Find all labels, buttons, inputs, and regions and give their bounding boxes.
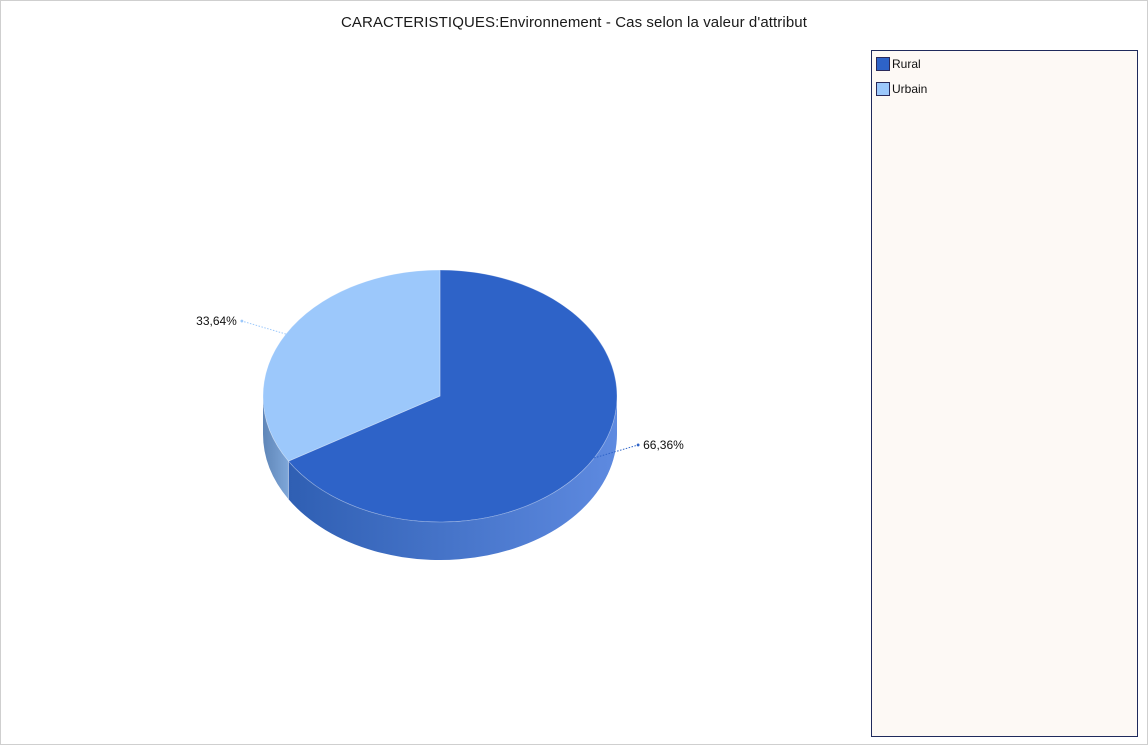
data-label-rural: 66,36% (643, 438, 684, 452)
legend-item-urbain: Urbain (876, 81, 927, 97)
pie-data-labels: 66,36% 33,64% (196, 314, 684, 459)
legend-swatch-urbain (876, 82, 890, 96)
legend-item-rural: Rural (876, 56, 921, 72)
pie-side-rural (288, 396, 617, 560)
leader-dot-urbain (240, 319, 244, 323)
leader-line-urbain (241, 320, 287, 335)
data-label-urbain: 33,64% (196, 314, 237, 328)
pie-slice-urbain (262, 269, 441, 462)
pie-slice-rural (287, 269, 618, 523)
pie-side-urbain (263, 396, 289, 500)
leader-dot-rural (636, 443, 640, 447)
chart-title: CARACTERISTIQUES:Environnement - Cas sel… (340, 14, 807, 31)
legend-label-urbain: Urbain (892, 82, 928, 96)
legend: Rural Urbain (871, 50, 1138, 737)
pie-top-faces (262, 269, 618, 523)
legend-label-rural: Rural (892, 57, 921, 71)
legend-swatch-rural (876, 57, 890, 71)
pie-side-faces (263, 396, 617, 560)
